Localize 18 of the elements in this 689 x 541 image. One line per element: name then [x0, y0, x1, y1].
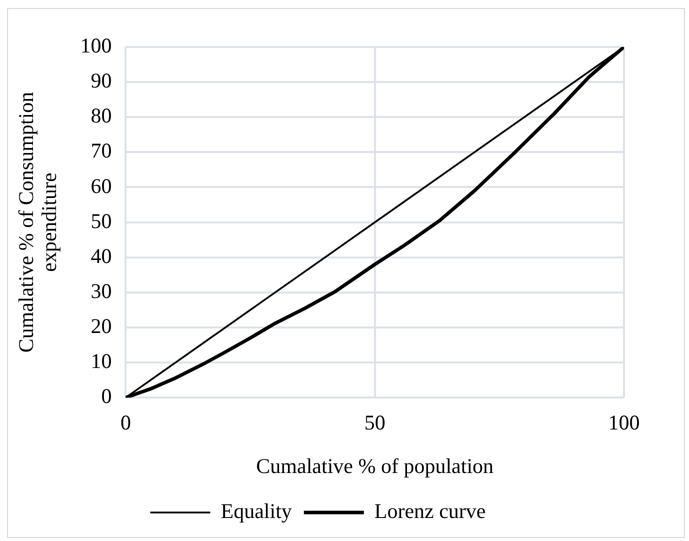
- y-tick-label: 50: [90, 208, 112, 233]
- x-axis-title: Cumalative % of population: [256, 454, 494, 478]
- x-tick-label: 50: [364, 410, 386, 435]
- x-tick-label: 100: [608, 410, 640, 435]
- y-tick-label: 80: [90, 104, 112, 128]
- y-tick-label: 10: [90, 349, 112, 374]
- y-tick-label: 100: [80, 34, 112, 58]
- x-tick-label: 0: [120, 410, 131, 435]
- legend-label: Lorenz curve: [374, 499, 486, 524]
- legend-label: Equality: [220, 499, 292, 524]
- y-tick-label: 30: [90, 278, 112, 303]
- y-tick-label: 70: [90, 138, 112, 163]
- y-tick-label: 90: [90, 68, 112, 93]
- y-tick-label: 60: [90, 174, 112, 198]
- y-tick-label: 0: [101, 384, 112, 408]
- y-tick-label: 40: [90, 244, 112, 268]
- y-tick-label: 20: [90, 314, 112, 338]
- y-axis-title: Cumalative % of Consumption expenditure: [14, 91, 62, 353]
